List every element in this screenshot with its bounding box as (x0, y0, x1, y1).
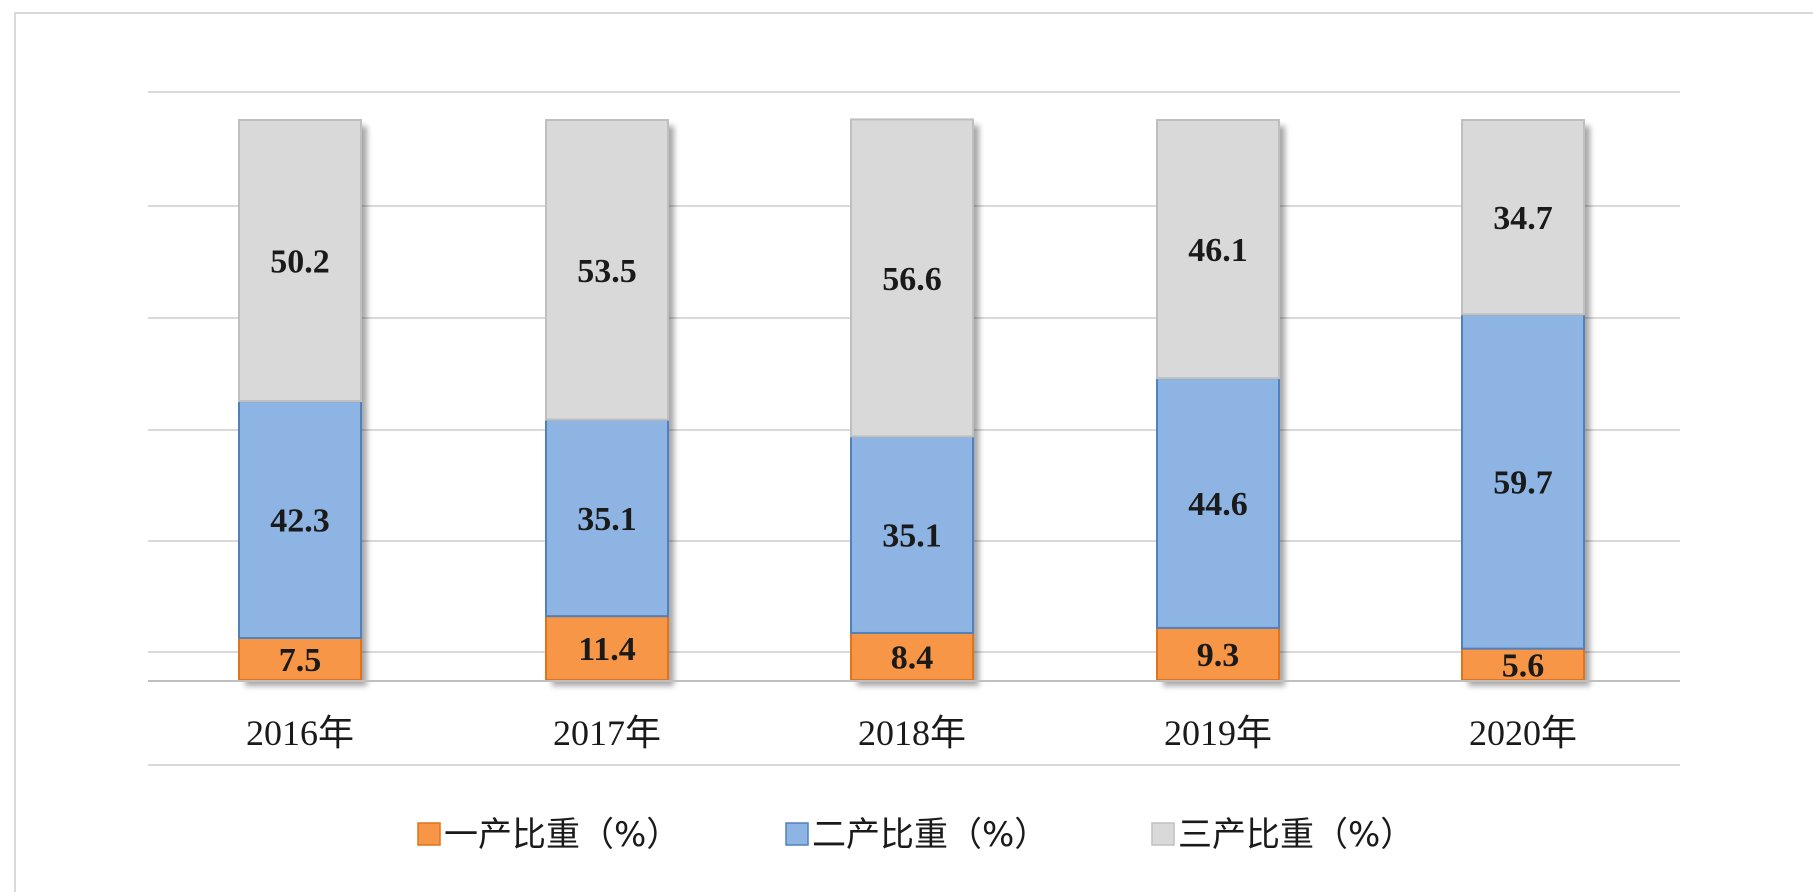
data-label: 5.6 (1502, 647, 1545, 684)
x-tick-label: 2020年 (1469, 713, 1577, 753)
bar-segment-3-2019年 (1156, 119, 1280, 380)
bar-segment-3-2020年 (1461, 119, 1585, 316)
legend-label: 一产比重（%） (444, 815, 680, 855)
bar-segment-1-2020年 (1461, 647, 1585, 682)
bar-segment-3-2016年 (238, 119, 362, 403)
data-label: 50.2 (270, 244, 330, 281)
x-tick-label: 2019年 (1164, 713, 1272, 753)
data-label: 59.7 (1493, 464, 1553, 501)
data-label: 8.4 (891, 639, 934, 676)
data-label: 34.7 (1493, 200, 1553, 237)
legend-swatch (417, 822, 441, 846)
legend: 一产比重（%） 二产比重（%） 三产比重（%） (417, 815, 1414, 855)
data-label: 7.5 (279, 642, 322, 679)
data-label: 35.1 (577, 501, 637, 538)
bar-segment-1-2019年 (1156, 626, 1280, 681)
data-labels-layer: 7.5 42.3 50.2 11.4 35.1 53.5 8.4 35.1 56.6 9.3 44.… (270, 200, 1553, 684)
bars-layer (238, 118, 1585, 682)
data-label: 35.1 (882, 518, 942, 555)
bar-segment-3-2017年 (545, 119, 669, 421)
chart-frame (14, 12, 1813, 892)
x-tick-label: 2017年 (553, 713, 661, 753)
x-tick-label: 2018年 (858, 713, 966, 753)
legend-label: 三产比重（%） (1178, 815, 1414, 855)
data-label: 46.1 (1188, 232, 1248, 269)
bar-segment-1-2016年 (238, 637, 362, 681)
bar-segment-2-2017年 (545, 418, 669, 618)
data-label: 9.3 (1197, 637, 1240, 674)
data-label: 56.6 (882, 261, 942, 298)
legend-swatch (1151, 822, 1175, 846)
x-tick-label: 2016年 (246, 713, 354, 753)
data-label: 44.6 (1188, 486, 1248, 523)
bar-segment-2-2018年 (850, 435, 974, 634)
legend-swatch (785, 822, 809, 846)
bar-segment-2-2016年 (238, 400, 362, 639)
legend-label: 二产比重（%） (812, 815, 1048, 855)
data-label: 11.4 (578, 631, 636, 668)
bar-segment-3-2018年 (850, 118, 974, 438)
x-axis: 2016年 2017年 2018年 2019年 2020年 (148, 680, 1680, 753)
data-label: 53.5 (577, 253, 637, 290)
data-label: 42.3 (270, 503, 330, 540)
bar-segment-2-2020年 (1461, 313, 1585, 650)
bar-segment-2-2019年 (1156, 377, 1280, 629)
